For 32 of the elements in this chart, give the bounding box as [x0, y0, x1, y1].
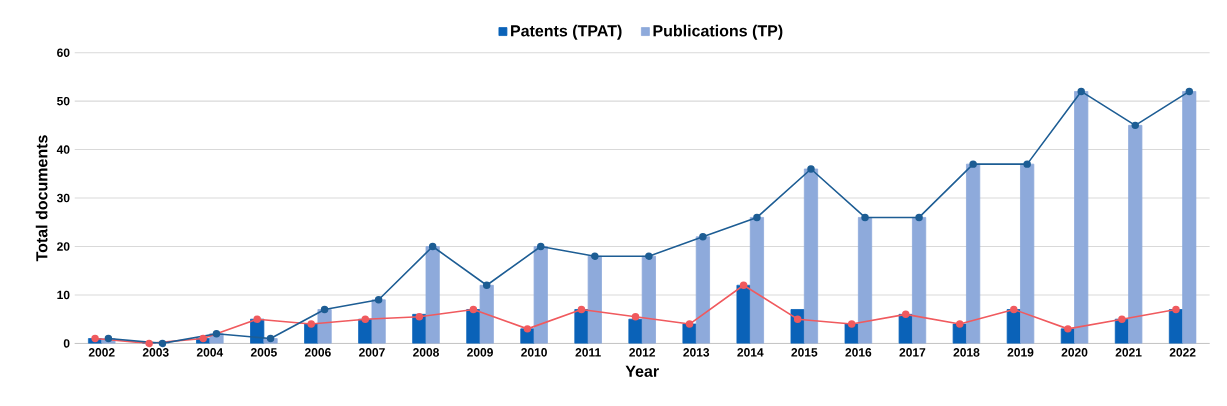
- x-tick-label: 2007: [359, 348, 385, 357]
- x-tick-label: 2016: [845, 348, 872, 357]
- x-tick-label: 2013: [683, 348, 710, 357]
- x-tick-label: 2011: [575, 348, 601, 357]
- y-tick-label: 20: [57, 242, 70, 251]
- x-tick-label: 2012: [629, 348, 656, 357]
- x-tick-label: 2017: [899, 348, 926, 357]
- x-tick-label: 2014: [737, 348, 764, 357]
- y-tick-label: 30: [56, 193, 70, 203]
- x-tick-label: 2005: [250, 348, 277, 357]
- x-tick-label: 2020: [1061, 348, 1088, 357]
- x-tick-label: 2008: [413, 348, 439, 357]
- x-tick-label: 2021: [1115, 348, 1142, 357]
- x-tick-label: 2019: [1007, 348, 1034, 357]
- x-axis-title: Year: [625, 365, 659, 377]
- legend-label: Publications (TP): [653, 24, 783, 40]
- y-tick-label: 40: [56, 145, 70, 154]
- x-tick-label: 2022: [1169, 348, 1196, 357]
- x-tick-label: 2003: [142, 348, 169, 357]
- y-tick-label: 60: [57, 48, 70, 57]
- y-tick-label: 10: [57, 290, 70, 300]
- x-tick-label: 2006: [304, 348, 331, 357]
- y-tick-label: 50: [57, 96, 70, 106]
- x-tick-label: 2015: [791, 348, 818, 357]
- legend-label: Patents (TPAT): [511, 24, 622, 40]
- x-tick-label: 2009: [467, 348, 493, 357]
- y-tick-label: 0: [63, 339, 70, 348]
- x-tick-label: 2010: [521, 348, 547, 357]
- x-tick-label: 2018: [953, 348, 980, 357]
- x-tick-label: 2002: [88, 348, 115, 357]
- y-axis-title: Total documents: [35, 135, 48, 262]
- x-tick-label: 2004: [196, 348, 224, 357]
